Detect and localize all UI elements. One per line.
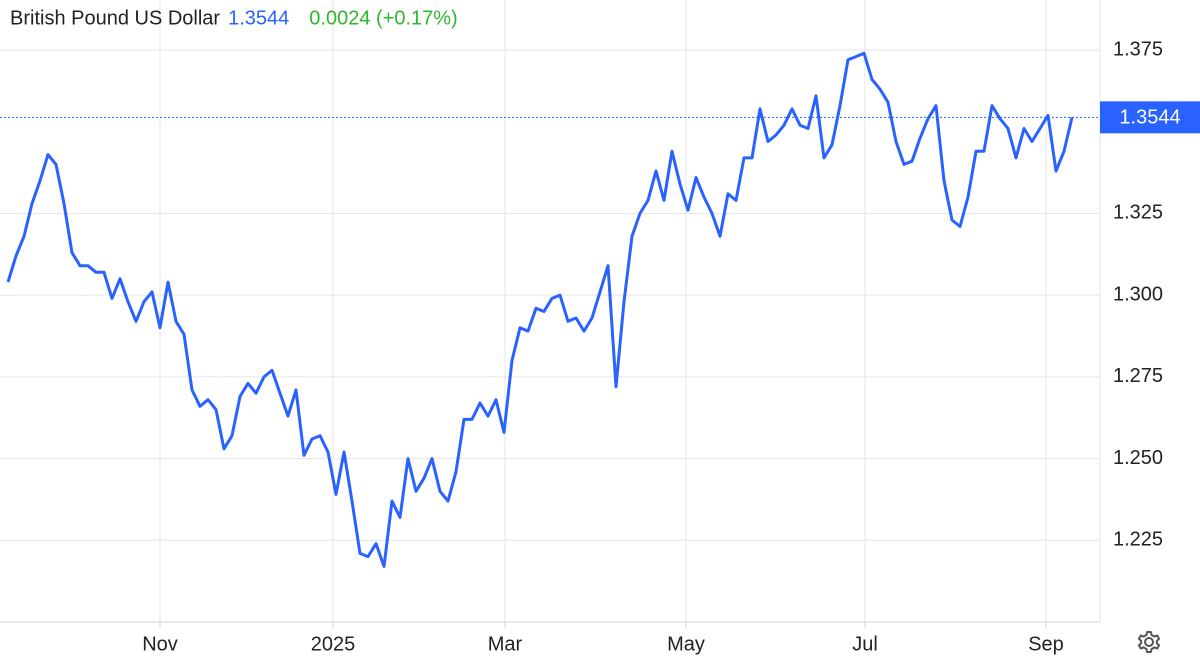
price-line [6,51,1074,568]
y-tick-label: 1.250 [1113,447,1163,469]
y-tick-label: 1.225 [1113,529,1163,551]
x-tick-label: Nov [142,633,178,655]
price-change: 0.0024 (+0.17%) [309,7,457,29]
x-tick-label: Jul [852,633,878,655]
chart-title: British Pound US Dollar [10,7,220,29]
last-price-tag-label: 1.3544 [1119,107,1180,129]
last-price: 1.3544 [228,7,289,29]
x-tick-label: May [667,633,705,655]
y-tick-label: 1.325 [1113,202,1163,224]
y-tick-label: 1.275 [1113,365,1163,387]
y-tick-label: 1.375 [1113,38,1163,60]
x-tick-label: Sep [1028,633,1064,655]
x-tick-label: Mar [488,633,523,655]
last-price-tag [1100,101,1200,134]
x-tick-label: 2025 [311,633,356,655]
settings-icon[interactable] [1137,631,1161,653]
y-tick-label: 1.300 [1113,283,1163,305]
header: British Pound US Dollar 1.3544 0.0024 (+… [10,7,458,29]
